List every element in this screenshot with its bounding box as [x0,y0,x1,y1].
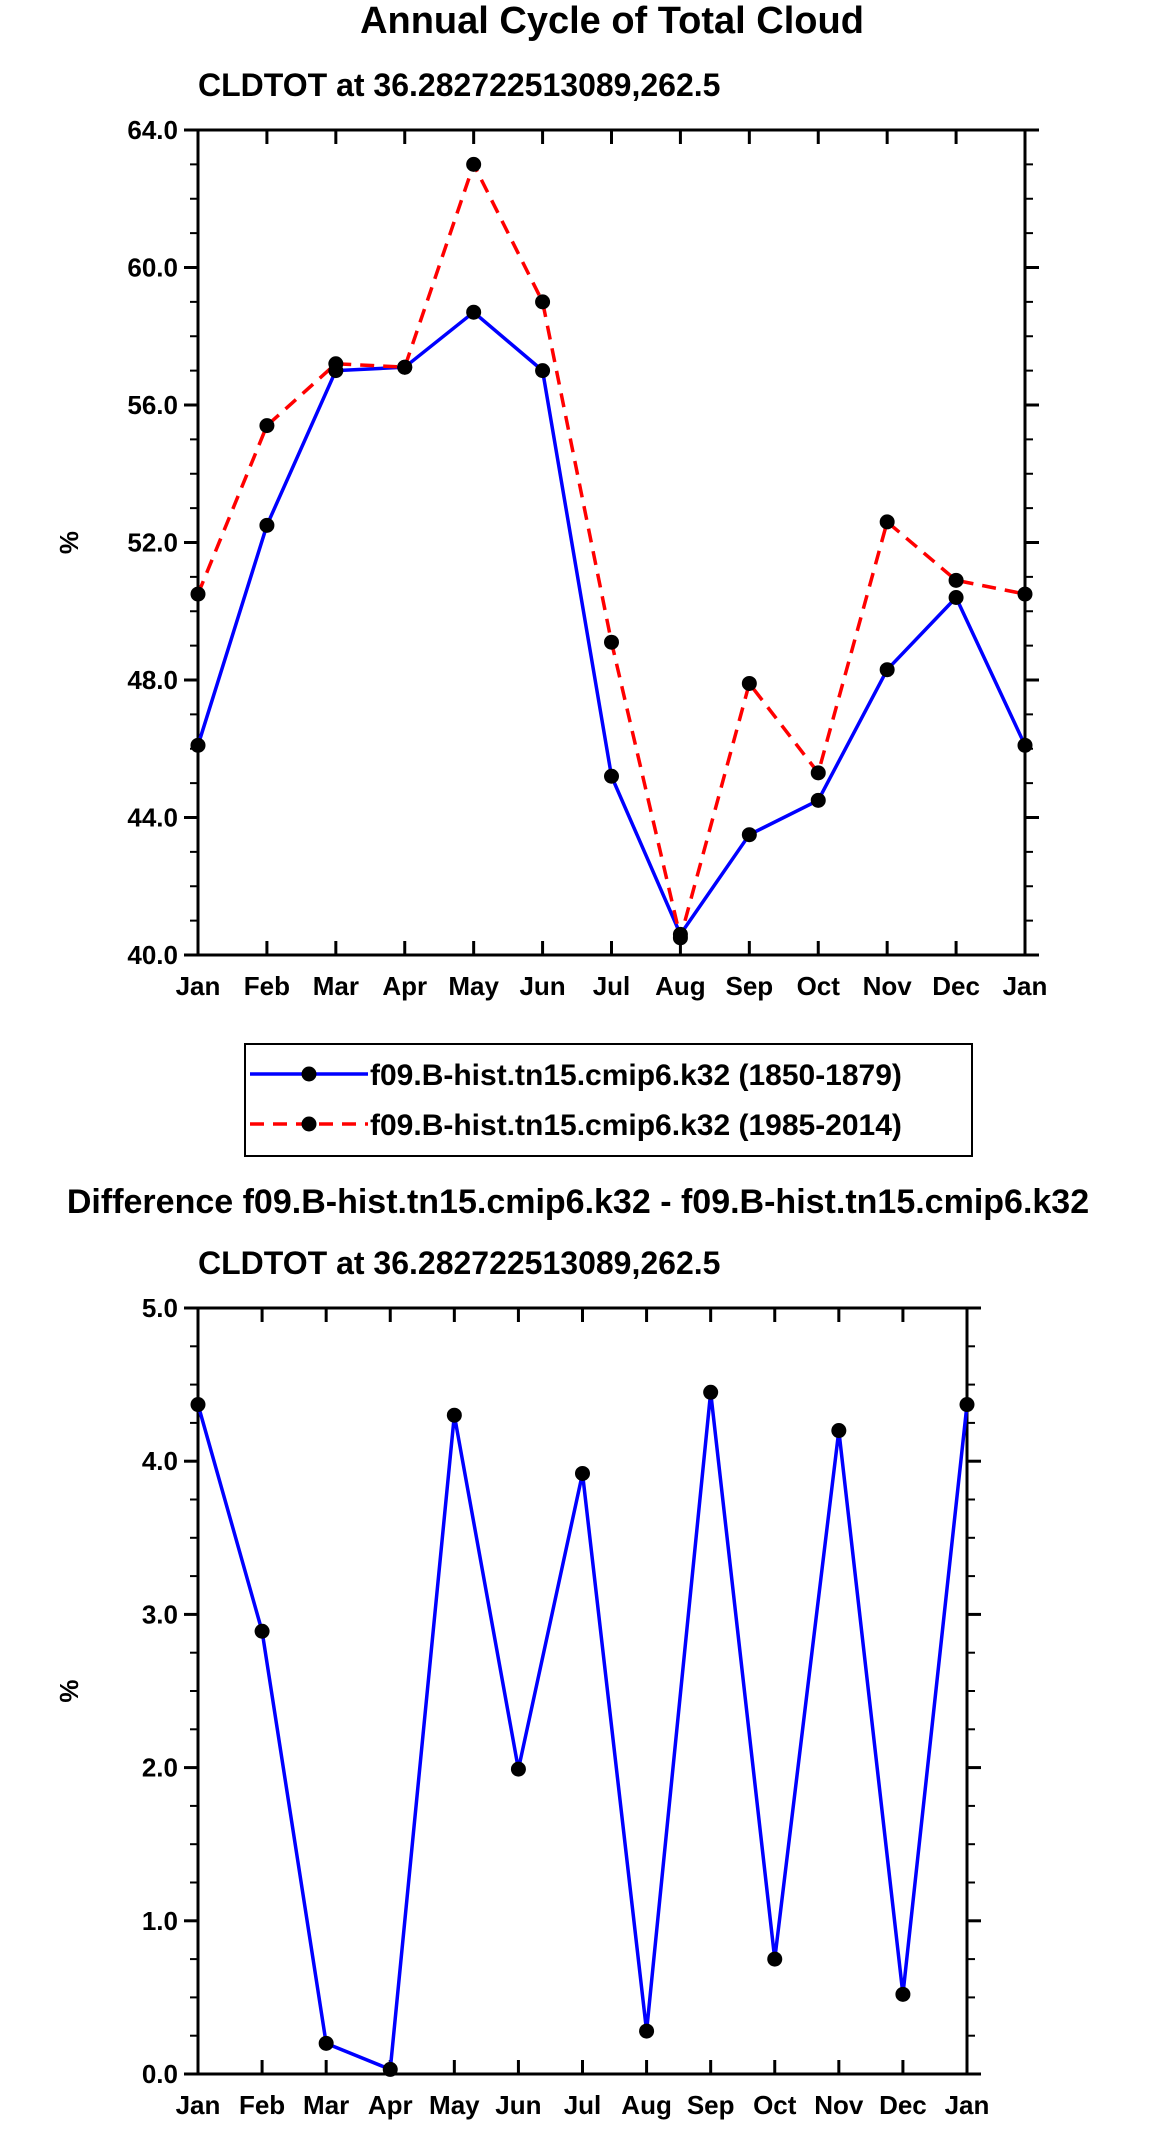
chart2-xtick-label: Mar [303,2090,349,2120]
chart1-xtick-label: Sep [725,971,773,1001]
chart1-xtick-label: Aug [655,971,706,1001]
chart1-frame [196,128,1027,957]
chart2-series-0-point [703,1384,719,1400]
chart1-xtick-label: Nov [863,971,913,1001]
chart2-series-0-point [318,2035,334,2051]
chart2-series-0-point [767,1951,783,1967]
chart1-ytick-label: 44.0 [127,803,178,833]
legend-label-2: f09.B-hist.tn15.cmip6.k32 (1985-2014) [370,1109,902,1142]
chart2-series-0-line [196,1390,969,2072]
chart1-series-0-point [604,768,619,784]
chart1-series-0-point [466,304,482,320]
chart1-xtick-label: Jun [519,971,565,1001]
chart1-ylabel: % [54,531,84,554]
chart2-xtick-label: Jan [945,2090,990,2120]
chart2-series-0-point [831,1423,847,1439]
chart2-xtick-label: Apr [368,2090,413,2120]
chart1-series-1-point [948,572,964,588]
chart2-ytick-label: 0.0 [142,2059,178,2089]
chart2-xtick-label: Jun [495,2090,541,2120]
chart1-xtick-label: Jan [1003,971,1048,1001]
chart1-ytick-label: 64.0 [127,115,178,145]
chart1-ytick-label: 60.0 [127,253,178,283]
chart2-series-0-point [510,1761,526,1777]
chart1-series-1-point [879,514,895,530]
chart1-series-1-point [397,359,413,375]
chart1-series-0-point [1017,737,1033,753]
chart1-ytick-label: 40.0 [127,940,178,970]
chart2-xtick-label: Aug [621,2090,672,2120]
chart2-series-0-point [639,2023,655,2039]
chart1-series-0-line [196,310,1027,937]
chart2-series-0-point [254,1623,270,1639]
chart2-series-0-point [959,1397,975,1413]
chart2-title: Difference f09.B-hist.tn15.cmip6.k32 - f… [67,1183,1089,1221]
chart2-xtick-label: Nov [814,2090,864,2120]
chart1-series-1-point [604,634,619,650]
chart2-xtick-label: May [429,2090,480,2120]
chart1-xtick-label: May [448,971,499,1001]
chart1-ytick-label: 52.0 [127,528,178,558]
chart1-series-1-point [259,418,275,434]
chart1-xtick-label: Jan [176,971,221,1001]
chart2-ytick-label: 4.0 [142,1446,178,1476]
chart1-series-1-point [328,356,344,372]
chart1-subtitle: CLDTOT at 36.282722513089,262.5 [198,67,720,103]
chart1-series-0-point [879,662,895,678]
chart1-series-1-point [672,930,688,946]
chart1-series-0-point [741,827,757,843]
chart1-series-0-point [535,363,551,379]
chart1-xtick-label: Apr [382,971,427,1001]
chart1-ytick-label: 48.0 [127,665,178,695]
chart1-series-1-point [810,765,826,781]
chart2-plot: Jan Feb Mar Apr May Jun Jul Aug Sep Oct Nov Dec Jan0… [54,1293,989,2120]
chart1-series-0-point [190,737,206,753]
chart2-xtick-label: Dec [879,2090,927,2120]
legend-label-1: f09.B-hist.tn15.cmip6.k32 (1850-1879) [370,1059,902,1092]
chart2-ylabel: % [54,1679,84,1702]
chart2-ytick-label: 1.0 [142,1906,178,1936]
chart1-series-1-line [196,162,1026,940]
chart2-subtitle: CLDTOT at 36.282722513089,262.5 [198,1245,720,1281]
chart2-xtick-label: Jul [564,2090,602,2120]
chart2-ytick-label: 3.0 [142,1599,178,1629]
chart1-xtick-label: Oct [797,971,841,1001]
chart1-series-0-point [948,590,964,605]
chart1-title: Annual Cycle of Total Cloud [360,0,864,42]
chart1-series-1-point [741,675,757,691]
chart1-plot: Jan Feb Mar Apr May Jun Jul Aug Sep Oct Nov Dec Jan4… [54,115,1047,1001]
chart2-xtick-label: Sep [687,2090,735,2120]
chart2-series-0-point [190,1397,206,1413]
chart2-series-0-point [382,2061,398,2077]
legend-box [244,1043,973,1157]
chart2-ytick-label: 2.0 [142,1753,178,1783]
chart1-xtick-label: Jul [593,971,631,1001]
chart1-xtick-label: Feb [244,971,290,1001]
chart2-xtick-label: Feb [239,2090,285,2120]
chart1-xtick-label: Mar [313,971,359,1001]
chart2-xtick-label: Jan [176,2090,221,2120]
chart2-series-0-point [895,1986,911,2002]
chart1-series-1-point [466,156,482,172]
chart1-series-1-point [535,294,551,310]
chart2-xtick-label: Oct [753,2090,797,2120]
chart1-xtick-label: Dec [932,971,980,1001]
chart2-series-0-point [446,1407,462,1423]
chart1-series-1-point [1017,586,1033,602]
chart1-series-1-point [190,586,206,602]
chart2-ytick-label: 5.0 [142,1293,178,1323]
chart1-series-0-point [810,792,826,808]
chart2-series-0-point [575,1465,590,1481]
legend-marker-2 [301,1116,317,1132]
legend-marker-1 [301,1066,317,1082]
chart1-ytick-label: 56.0 [127,390,178,420]
chart1-series-0-point [259,517,275,533]
legend: f09.B-hist.tn15.cmip6.k32 (1850-1879) f0… [244,1043,973,1157]
